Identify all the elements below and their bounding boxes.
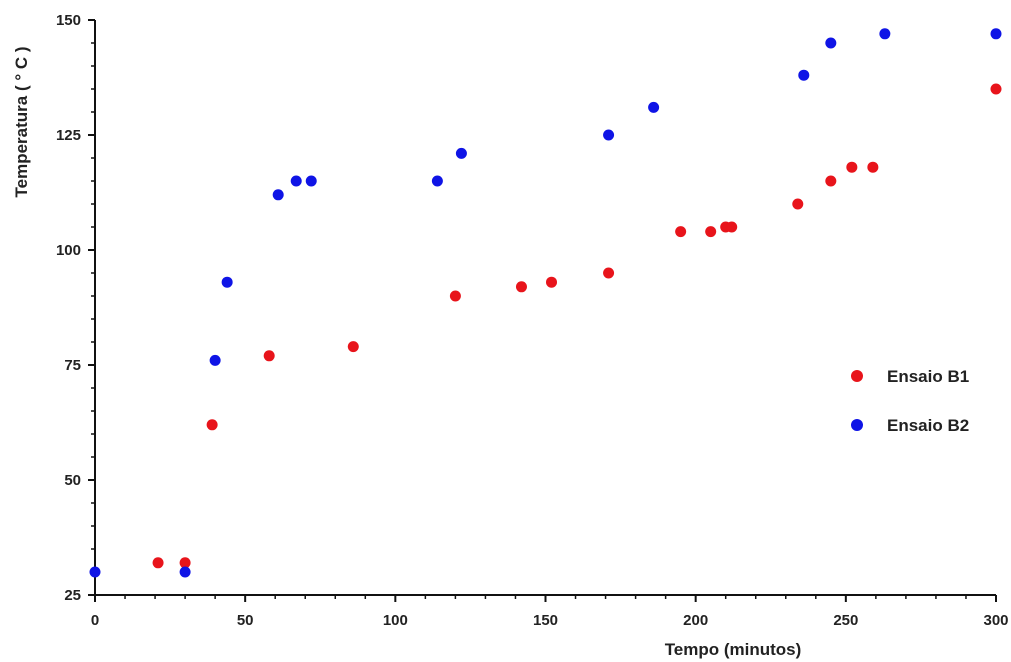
point-series-1 [990, 83, 1002, 95]
y-axis-ticks: 25 50 75 100 125 150 [56, 12, 95, 604]
point-series-1 [726, 221, 738, 233]
point-series-1 [705, 226, 717, 238]
point-series-2 [290, 175, 302, 187]
data-points [89, 28, 1002, 578]
x-tick-label: 100 [383, 612, 408, 629]
y-tick-label: 50 [64, 472, 81, 489]
point-series-2 [798, 69, 810, 81]
x-axis-title: Tempo (minutos) [665, 640, 802, 659]
x-tick-label: 50 [237, 612, 254, 629]
point-series-1 [515, 281, 527, 293]
point-series-2 [305, 175, 317, 187]
legend-marker-ensaio-b2 [851, 419, 863, 431]
point-series-2 [879, 28, 891, 40]
point-series-2 [431, 175, 443, 187]
point-series-1 [449, 290, 461, 302]
point-series-1 [546, 276, 558, 288]
x-tick-label: 250 [833, 612, 858, 629]
legend-marker-ensaio-b1 [851, 370, 863, 382]
point-series-2 [603, 129, 615, 141]
x-tick-label: 0 [91, 612, 99, 629]
point-series-2 [221, 276, 233, 288]
point-series-1 [846, 161, 858, 173]
point-series-2 [648, 101, 660, 113]
axes [94, 20, 996, 596]
x-tick-label: 300 [983, 612, 1008, 629]
y-tick-label: 100 [56, 242, 81, 259]
y-tick-label: 150 [56, 12, 81, 29]
point-series-1 [825, 175, 837, 187]
point-series-1 [206, 419, 218, 431]
y-tick-label: 125 [56, 127, 81, 144]
x-tick-label: 150 [533, 612, 558, 629]
legend-label-ensaio-b2: Ensaio B2 [887, 416, 969, 435]
y-tick-label: 75 [64, 357, 81, 374]
point-series-2 [179, 566, 191, 578]
x-axis-ticks: 0 50 100 150 200 250 300 [91, 595, 1009, 629]
point-series-1 [792, 198, 804, 210]
y-tick-label: 25 [64, 587, 81, 604]
point-series-2 [272, 189, 284, 201]
point-series-2 [455, 147, 467, 159]
point-series-2 [209, 354, 221, 366]
point-series-1 [179, 557, 191, 569]
point-series-1 [675, 226, 687, 238]
point-series-2 [825, 37, 837, 49]
point-series-2 [990, 28, 1002, 40]
point-series-1 [152, 557, 164, 569]
point-series-1 [603, 267, 615, 279]
point-series-1 [263, 350, 275, 362]
legend-label-ensaio-b1: Ensaio B1 [887, 367, 969, 386]
y-axis-title: Temperatura ( ° C ) [12, 46, 31, 197]
point-series-2 [89, 566, 101, 578]
point-series-1 [867, 161, 879, 173]
x-tick-label: 200 [683, 612, 708, 629]
legend: Ensaio B1 Ensaio B2 [851, 367, 969, 435]
point-series-1 [347, 341, 359, 353]
